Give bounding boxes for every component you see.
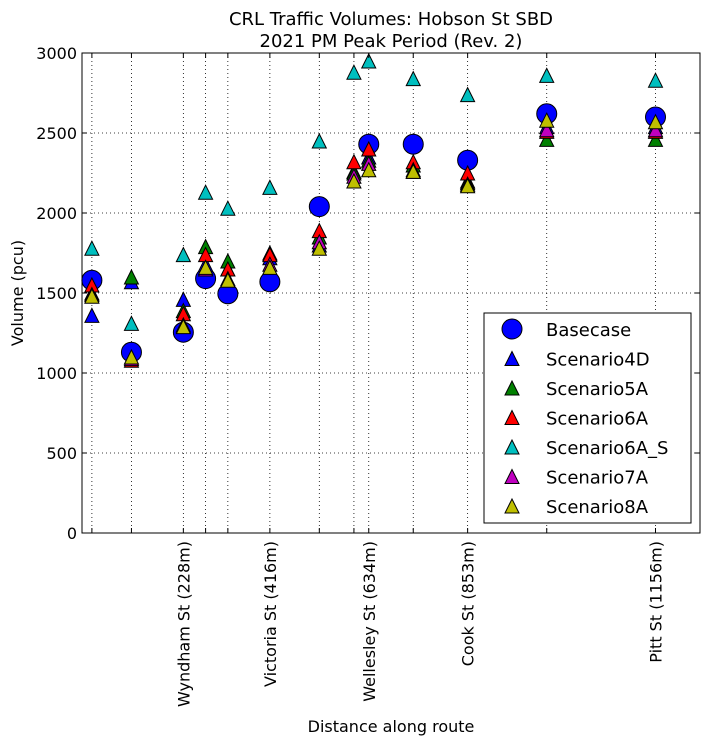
chart-title-line-1: CRL Traffic Volumes: Hobson St SBD xyxy=(229,9,553,30)
legend-marker-scenario6a-s xyxy=(504,438,520,455)
scenario6a-s-point xyxy=(220,200,236,216)
scenario8a-point xyxy=(311,240,328,256)
legend-marker-scenario4d xyxy=(504,350,520,366)
legend-label-basecase: Basecase xyxy=(546,320,631,341)
y-axis: 0 500 1000 1500 2000 2500 3000 xyxy=(36,44,700,543)
scenario8a-point xyxy=(175,318,192,335)
legend-marker-scenario6a xyxy=(504,409,520,425)
scenario8a-point xyxy=(84,288,100,304)
legend-marker-basecase xyxy=(501,318,523,340)
scenario6a-s-point xyxy=(175,246,192,263)
scenario6a-s-point xyxy=(123,315,140,331)
scenario8a-point xyxy=(123,348,140,365)
scenario6a-s-point xyxy=(647,72,664,88)
legend-label-scenario4d: Scenario4D xyxy=(546,350,650,371)
legend-label-scenario8a: Scenario8A xyxy=(546,497,649,518)
scenario6a-s-point xyxy=(197,184,214,200)
y-axis-label: Volume (pcu) xyxy=(8,240,27,346)
y-tick-label: 500 xyxy=(46,444,77,463)
legend-marker-scenario7a xyxy=(504,468,520,484)
legend-marker-scenario5a xyxy=(504,379,520,396)
y-tick-label: 2500 xyxy=(36,124,77,143)
legend-label-scenario5a: Scenario5A xyxy=(546,379,649,400)
basecase-point xyxy=(308,196,330,218)
scenario5a-point xyxy=(123,268,140,285)
scenario8a-point xyxy=(360,161,377,178)
y-tick-label: 3000 xyxy=(36,44,77,63)
legend-label-scenario7a: Scenario7A xyxy=(546,468,649,489)
scenario6a-s-point xyxy=(346,64,362,80)
scenario4d-point xyxy=(84,307,100,323)
y-tick-label: 1000 xyxy=(36,364,77,383)
y-tick-label: 2000 xyxy=(36,204,77,223)
scenario6a-s-point xyxy=(262,179,278,195)
legend-label-scenario6a: Scenario6A xyxy=(546,409,649,430)
x-axis: Wyndham St (228m) Victoria St (416m) Welle… xyxy=(91,53,666,707)
data-markers xyxy=(81,52,667,368)
y-tick-label: 1500 xyxy=(36,284,77,303)
scenario7a-point xyxy=(647,121,664,138)
scenario6a-s-point xyxy=(311,132,328,149)
scenario8a-point xyxy=(262,259,278,275)
chart-title-line-2: 2021 PM Peak Period (Rev. 2) xyxy=(260,31,523,52)
scenario6a-s-point xyxy=(538,67,555,83)
scenario6a-s-point xyxy=(459,86,476,103)
scenario8a-point xyxy=(197,259,214,275)
scenario6a-s-point xyxy=(84,240,100,256)
scenario5a-point xyxy=(647,131,664,147)
scenario5a-point xyxy=(538,131,555,147)
x-tick-label: Cook St (853m) xyxy=(459,541,478,666)
legend-marker-scenario8a xyxy=(504,497,520,514)
x-axis-label: Distance along route xyxy=(308,717,475,736)
scenario7a-point xyxy=(538,121,555,138)
legend: Basecase Scenario4D Scenario5A Scenario6A Sc… xyxy=(483,312,692,524)
legend-box xyxy=(483,312,692,524)
scenario8a-point xyxy=(647,113,664,130)
legend-label-scenario6a-s: Scenario6A_S xyxy=(546,438,668,459)
scenario6a-s-point xyxy=(405,70,422,87)
basecase-point xyxy=(402,133,424,155)
x-tick-label: Wyndham St (228m) xyxy=(174,541,193,707)
scenario8a-point xyxy=(459,177,476,194)
x-tick-label: Victoria St (416m) xyxy=(261,541,280,687)
x-tick-label: Wellesley St (634m) xyxy=(360,541,379,702)
scenario8a-point xyxy=(346,172,362,189)
scenario6a-s-point xyxy=(360,52,377,69)
x-tick-label: Pitt St (1156m) xyxy=(647,541,666,663)
scenario8a-point xyxy=(538,112,555,128)
scenario8a-point xyxy=(405,163,422,179)
y-tick-label: 0 xyxy=(67,524,77,543)
scenario8a-point xyxy=(220,272,236,288)
